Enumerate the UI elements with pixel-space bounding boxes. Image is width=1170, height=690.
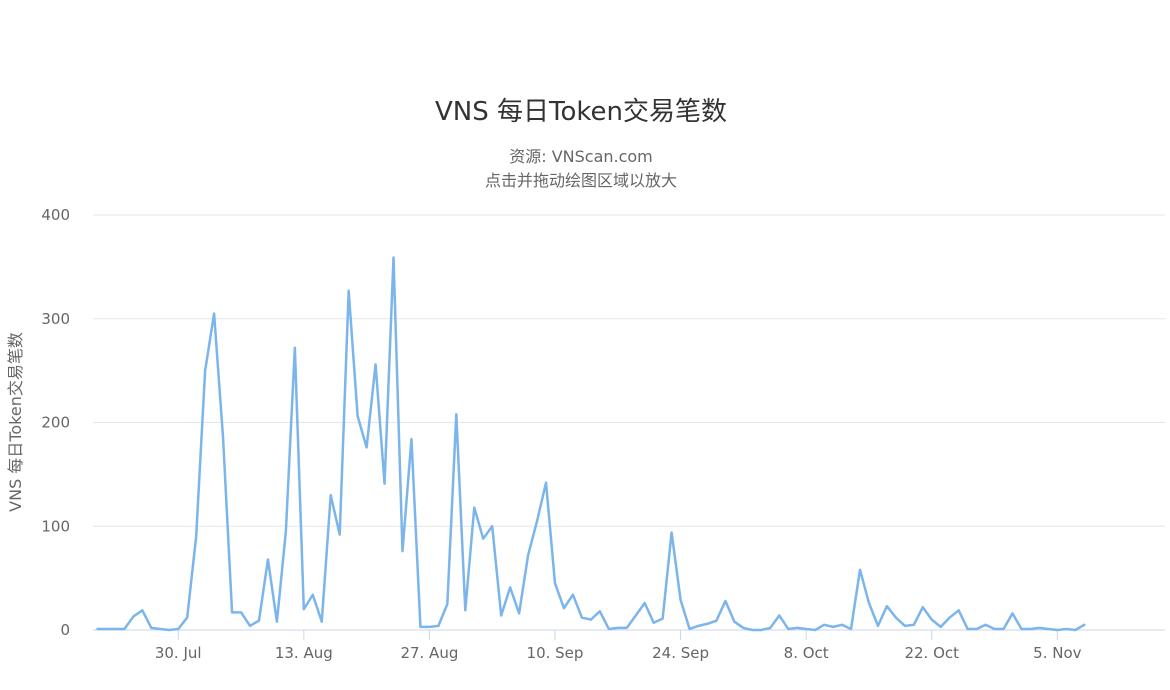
chart-title: VNS 每日Token交易笔数 <box>435 97 727 127</box>
x-tick-label: 13. Aug <box>275 644 333 662</box>
x-tick-label: 24. Sep <box>652 644 709 662</box>
x-tick-label: 10. Sep <box>527 644 584 662</box>
y-grid <box>93 214 1165 527</box>
series-line[interactable] <box>96 256 1086 632</box>
x-tick-label: 22. Oct <box>904 644 959 662</box>
chart-subtitle-line-1: 资源: VNScan.com <box>509 147 653 166</box>
y-axis-ticks: 0 100 200 300 400 <box>41 206 70 639</box>
y-tick-label: 100 <box>41 517 70 535</box>
x-tick-label: 5. Nov <box>1033 644 1081 662</box>
chart-subtitle-line-2: 点击并拖动绘图区域以放大 <box>485 171 677 190</box>
x-tick-label: 8. Oct <box>784 644 829 662</box>
y-axis-title: VNS 每日Token交易笔数 <box>6 332 25 512</box>
y-tick-label: 200 <box>41 414 70 432</box>
x-tick-label: 27. Aug <box>400 644 458 662</box>
y-tick-label: 300 <box>41 310 70 328</box>
y-tick-label: 0 <box>60 621 70 639</box>
x-axis-ticks: 30. Jul 13. Aug 27. Aug 10. Sep 24. Sep 8. Oc… <box>155 630 1082 662</box>
x-tick-label: 30. Jul <box>155 644 202 662</box>
y-tick-label: 400 <box>41 206 70 224</box>
